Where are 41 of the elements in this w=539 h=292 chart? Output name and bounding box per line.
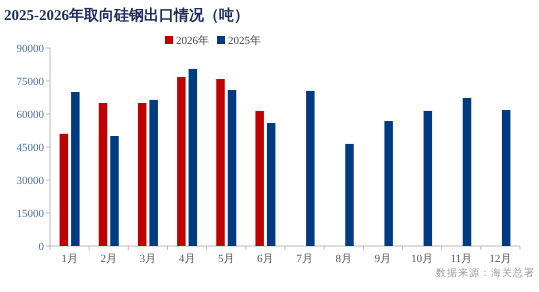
y-tick-label: 75000 (16, 76, 44, 88)
bar (177, 77, 186, 246)
y-tick-label: 45000 (16, 142, 44, 154)
x-tick-label: 9月 (374, 253, 392, 265)
source-note: 数据来源：海关总署 (436, 267, 535, 279)
x-tick-label: 1月 (61, 253, 78, 265)
y-tick-label: 15000 (16, 208, 44, 220)
x-tick-label: 12月 (489, 253, 512, 265)
y-tick-label: 90000 (16, 43, 44, 55)
bar (138, 103, 146, 246)
bar (188, 68, 198, 246)
bar (424, 110, 432, 246)
x-tick-label: 7月 (296, 253, 313, 265)
legend-label: 2026年 (176, 35, 209, 47)
bar (98, 103, 108, 246)
bar (345, 144, 354, 246)
y-tick-label: 60000 (16, 109, 44, 121)
title: 2025-2026年取向硅钢出口情况（吨） (4, 8, 249, 24)
bar (266, 123, 276, 246)
bar (71, 92, 80, 246)
x-tick-label: 11月 (450, 253, 472, 265)
x-tick-label: 8月 (336, 253, 352, 265)
bar (60, 134, 68, 246)
legend-label: 2025年 (228, 35, 261, 47)
bar (216, 79, 225, 246)
x-tick-label: 4月 (178, 253, 196, 265)
bar (384, 121, 393, 246)
bar (306, 90, 315, 246)
bar (255, 110, 264, 246)
bar (462, 98, 472, 246)
y-tick-label: 30000 (16, 175, 44, 187)
bar (228, 90, 236, 246)
y-tick-label: 0 (38, 241, 44, 253)
x-tick-label: 3月 (140, 253, 156, 265)
x-tick-label: 6月 (257, 253, 274, 265)
bar (149, 100, 158, 246)
bar (502, 110, 510, 246)
bar (110, 136, 119, 246)
x-tick-label: 10月 (411, 253, 434, 265)
x-tick-label: 2月 (100, 253, 117, 265)
x-tick-label: 5月 (218, 253, 234, 265)
